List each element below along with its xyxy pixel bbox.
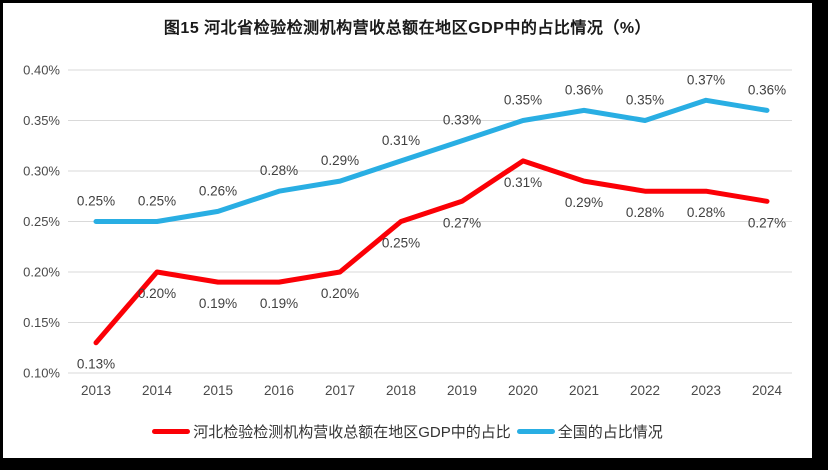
hebei-series-swatch-icon	[152, 429, 191, 434]
x-tick-label: 2019	[447, 383, 477, 398]
data-label-series-1: 0.28%	[260, 163, 298, 178]
chart-legend: 河北检验检测机构营收总额在地区GDP中的占比 全国的占比情况	[3, 421, 812, 442]
data-label-series-0: 0.25%	[382, 236, 420, 251]
y-tick-label: 0.25%	[23, 214, 60, 229]
national-series-swatch-icon	[516, 429, 555, 434]
data-label-series-0: 0.27%	[748, 215, 786, 230]
legend-item-hebei: 河北检验检测机构营收总额在地区GDP中的占比	[152, 421, 511, 442]
legend-label-national: 全国的占比情况	[557, 424, 663, 441]
data-label-series-0: 0.20%	[138, 286, 176, 301]
legend-label-hebei: 河北检验检测机构营收总额在地区GDP中的占比	[193, 424, 511, 441]
x-tick-label: 2014	[142, 383, 173, 398]
x-tick-label: 2013	[81, 383, 111, 398]
data-label-series-0: 0.13%	[77, 357, 115, 372]
x-tick-label: 2016	[264, 383, 294, 398]
data-label-series-1: 0.37%	[687, 72, 725, 87]
data-label-series-0: 0.28%	[687, 205, 725, 220]
y-tick-label: 0.10%	[23, 366, 60, 381]
x-tick-label: 2022	[630, 383, 660, 398]
data-label-series-0: 0.19%	[260, 296, 298, 311]
data-label-series-0: 0.19%	[199, 296, 237, 311]
y-tick-label: 0.40%	[23, 63, 60, 78]
data-label-series-1: 0.33%	[443, 113, 481, 128]
legend-item-national: 全国的占比情况	[516, 421, 663, 442]
y-tick-label: 0.15%	[23, 315, 60, 330]
y-tick-label: 0.30%	[23, 164, 60, 179]
data-label-series-1: 0.25%	[138, 194, 176, 209]
data-label-series-0: 0.29%	[565, 195, 603, 210]
data-label-series-0: 0.28%	[626, 205, 664, 220]
x-tick-label: 2015	[203, 383, 233, 398]
data-label-series-1: 0.36%	[748, 82, 786, 97]
x-tick-label: 2017	[325, 383, 355, 398]
data-label-series-1: 0.26%	[199, 183, 237, 198]
data-label-series-0: 0.27%	[443, 215, 481, 230]
data-label-series-1: 0.35%	[626, 93, 664, 108]
chart-title: 图15 河北省检验检测机构营收总额在地区GDP中的占比情况（%）	[163, 20, 652, 37]
data-label-series-0: 0.31%	[504, 175, 542, 190]
x-tick-label: 2018	[386, 383, 416, 398]
data-label-series-0: 0.20%	[321, 286, 359, 301]
data-label-series-1: 0.25%	[77, 194, 115, 209]
y-tick-label: 0.35%	[23, 113, 60, 128]
data-label-series-1: 0.29%	[321, 153, 359, 168]
chart-canvas: 图15 河北省检验检测机构营收总额在地区GDP中的占比情况（%） 0.10% 0.…	[3, 3, 812, 458]
series-line-1	[93, 97, 770, 224]
data-label-series-1: 0.36%	[565, 82, 603, 97]
x-tick-label: 2021	[569, 383, 599, 398]
y-tick-label: 0.20%	[23, 265, 60, 280]
x-tick-label: 2023	[691, 383, 721, 398]
x-tick-label: 2020	[508, 383, 538, 398]
line-chart-plot: 0.10% 0.15% 0.20% 0.25% 0.30% 0.35% 0.40% 2013 2…	[23, 63, 792, 398]
x-tick-label: 2024	[752, 383, 783, 398]
data-label-series-1: 0.35%	[504, 93, 542, 108]
series-line-0	[93, 158, 770, 346]
data-label-series-1: 0.31%	[382, 133, 420, 148]
